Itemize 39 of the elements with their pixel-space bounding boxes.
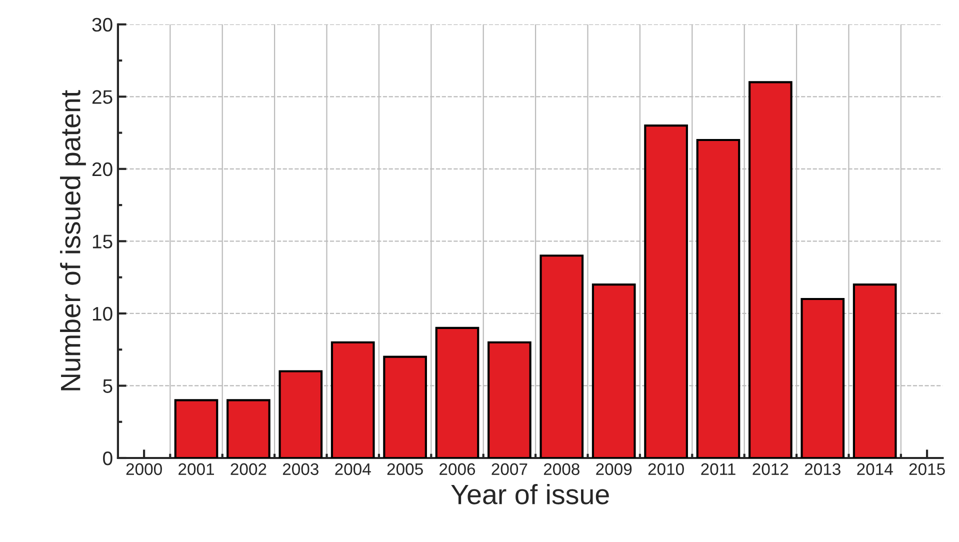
y-tick-label: 30 [92,18,112,32]
x-tick-label: 2006 [440,463,476,476]
bar [852,284,897,458]
bar [278,370,323,458]
x-tick-label: 2015 [909,463,945,476]
bar [644,124,688,458]
y-tick-label: 5 [103,379,112,393]
bar [592,284,636,458]
bar [800,298,845,458]
bar [226,399,270,458]
bar [748,81,792,458]
bar [174,399,218,458]
y-tick-label: 0 [103,451,112,466]
x-tick-label: 2000 [126,463,162,476]
y-tick-label: 20 [92,162,112,176]
x-tick-label: 2010 [648,463,684,476]
y-tick-label: 25 [92,90,112,104]
x-tick-label: 2003 [282,463,318,476]
y-tick-label: 15 [92,234,112,248]
bar [435,326,480,458]
x-axis-title: Year of issue [451,484,609,504]
bar [488,341,532,458]
x-tick-label: 2004 [335,463,371,476]
bar [540,254,584,458]
bar [696,138,740,458]
x-tick-label: 2001 [178,463,214,476]
x-tick-label: 2012 [752,463,788,476]
bar [330,341,375,458]
x-tick-label: 2002 [230,463,266,476]
x-tick-label: 2009 [596,463,632,476]
x-tick-label: 2011 [701,463,736,476]
y-axis-title: Number of issued patent [60,90,86,390]
x-tick-label: 2014 [857,463,893,476]
x-tick-label: 2013 [804,463,840,476]
x-tick-label: 2005 [387,463,423,476]
x-tick-label: 2008 [544,463,580,476]
y-tick-label: 10 [92,306,112,321]
bar [383,356,427,458]
x-tick-label: 2007 [492,463,528,476]
